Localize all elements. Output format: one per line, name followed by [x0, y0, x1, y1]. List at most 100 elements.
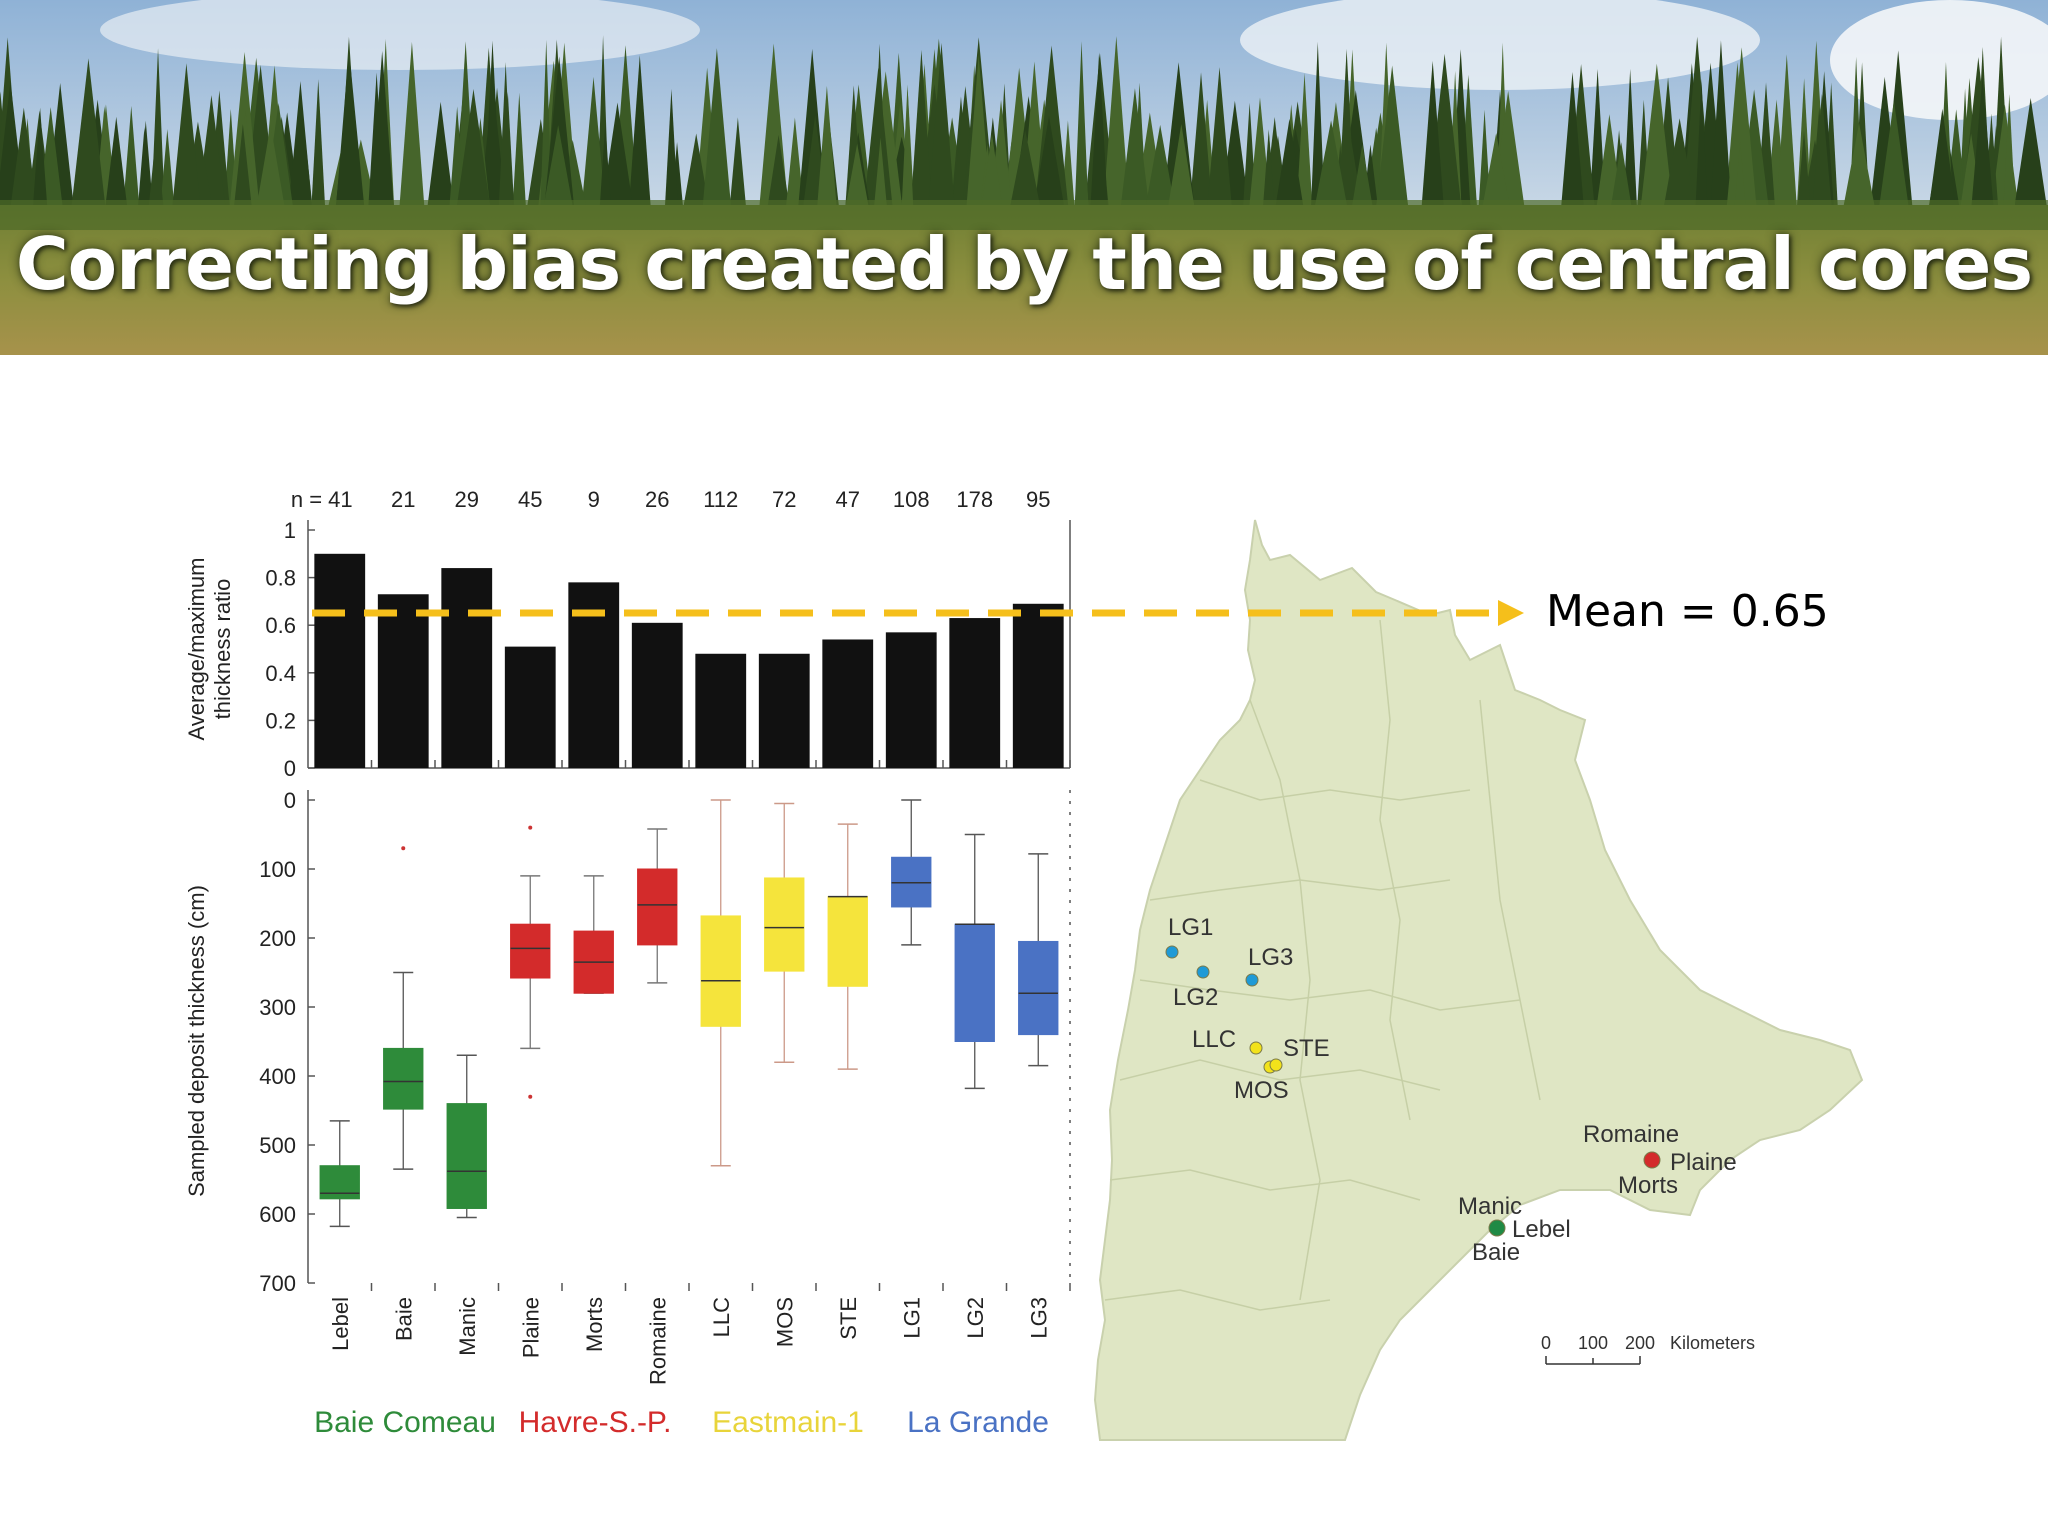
tree-shape — [498, 62, 513, 215]
scale-label-100: 100 — [1578, 1333, 1608, 1353]
tree-shape — [2013, 98, 2048, 215]
tree-shape — [701, 48, 732, 215]
bottom-tick-label: 700 — [259, 1271, 296, 1296]
site-marker-lg3 — [1245, 973, 1259, 987]
box-baie — [383, 1047, 424, 1110]
tree-shape — [1313, 120, 1349, 215]
site-label-lebel: Lebel — [1512, 1216, 1571, 1243]
tree-shape — [1375, 65, 1410, 215]
tree-shape — [1927, 108, 1957, 215]
tree-shape — [70, 58, 107, 216]
top-tick-label: 0.4 — [265, 661, 296, 686]
tree-shape — [1262, 129, 1276, 215]
ratio-bar — [949, 618, 1001, 768]
tree-shape — [1032, 116, 1066, 215]
group-legend: Baie Comeau Havre-S.-P. Eastmain-1 La Grand… — [314, 1406, 1049, 1439]
bottom-tick-label: 200 — [259, 926, 296, 951]
tree-shape — [2003, 94, 2016, 215]
tree-shape — [1338, 48, 1356, 215]
tree-shape — [910, 49, 933, 215]
outlier-point — [528, 825, 533, 830]
box-llc — [700, 915, 741, 1027]
scale-bar — [1545, 1356, 1641, 1365]
tree-shape — [9, 107, 39, 215]
n-label: 21 — [391, 487, 415, 512]
top-tick-label: 1 — [284, 518, 296, 543]
tree-shape — [844, 143, 871, 215]
ratio-bar — [1012, 603, 1064, 768]
tree-shape — [664, 88, 679, 215]
box-mos — [764, 877, 805, 972]
top-tick-label: 0.6 — [265, 613, 296, 638]
tree-shape — [1008, 130, 1042, 215]
site-label-lg3: LG3 — [1248, 944, 1293, 971]
ratio-bar — [885, 632, 937, 768]
site-marker-mos — [1269, 1058, 1283, 1072]
category-label: Romaine — [645, 1297, 670, 1385]
thickness-boxplot: 0 100 200 300 400 500 600 700 Lebel Baie Manic Plai… — [184, 788, 1071, 1385]
n-label: 45 — [518, 487, 542, 512]
category-label: Lebel — [328, 1297, 353, 1351]
tree-shape — [122, 105, 141, 215]
tree-shape — [1090, 52, 1109, 216]
tree-shape — [1662, 118, 1697, 215]
top-tick-label: 0.8 — [265, 566, 296, 591]
box-ste — [827, 896, 868, 987]
top-y-label: Average/maximumthickness ratio — [184, 558, 235, 741]
box-romaine — [637, 868, 678, 946]
category-label: STE — [836, 1297, 861, 1340]
tree-shape — [159, 129, 176, 215]
map-boundaries — [1104, 619, 1541, 1311]
mean-label: Mean = 0.65 — [1546, 586, 1829, 637]
tree-shape — [287, 81, 313, 215]
category-label: LG2 — [963, 1297, 988, 1339]
tree-shape — [1733, 141, 1747, 215]
tree-shape — [628, 55, 652, 215]
tree-shape — [1560, 72, 1585, 215]
ratio-bar — [758, 653, 810, 768]
box-plaine — [510, 923, 551, 979]
tree-shape — [1725, 47, 1758, 215]
n-label: 47 — [836, 487, 860, 512]
ratio-bar — [695, 653, 747, 768]
box-lg3 — [1018, 940, 1059, 1036]
n-label: 178 — [956, 487, 993, 512]
tree-shape — [310, 79, 326, 215]
map-water — [1490, 1210, 1640, 1262]
tree-shape — [1189, 72, 1213, 215]
map-landmass — [1093, 519, 1864, 1441]
bottom-tick-label: 0 — [284, 788, 296, 813]
tree-shape — [255, 125, 287, 215]
tree-shape — [334, 60, 366, 216]
tree-shape — [980, 133, 1004, 215]
tree-shape — [426, 101, 455, 215]
quebec-map: 0 100 200 Kilometers — [1093, 519, 1864, 1441]
tree-shape — [1420, 60, 1445, 215]
ratio-bar — [314, 553, 366, 768]
scale-label-200: 200 — [1625, 1333, 1655, 1353]
n-label: 72 — [772, 487, 796, 512]
ratio-bar — [377, 594, 429, 768]
tree-shape — [901, 84, 914, 215]
n-label: 9 — [588, 487, 600, 512]
tree-shape — [873, 137, 888, 215]
scale-label-0: 0 — [1541, 1333, 1551, 1353]
tree-shape — [1310, 41, 1325, 215]
group-label-eastmain: Eastmain-1 — [712, 1406, 864, 1439]
tree-shape — [398, 41, 425, 215]
site-label-manic: Manic — [1458, 1193, 1522, 1220]
n-label: 112 — [703, 487, 738, 512]
category-label: Plaine — [518, 1297, 543, 1358]
banner-photo — [0, 0, 2048, 355]
group-label-la_grande: La Grande — [907, 1406, 1049, 1439]
site-marker-romaine — [1643, 1151, 1661, 1169]
scale-label-unit: Kilometers — [1670, 1333, 1755, 1353]
top-tick-label: 0.2 — [265, 708, 296, 733]
tree-shape — [32, 107, 48, 215]
tree-shape — [1639, 63, 1674, 215]
tree-shape — [1119, 88, 1151, 215]
category-label: Morts — [582, 1297, 607, 1352]
ratio-bar — [631, 622, 683, 768]
